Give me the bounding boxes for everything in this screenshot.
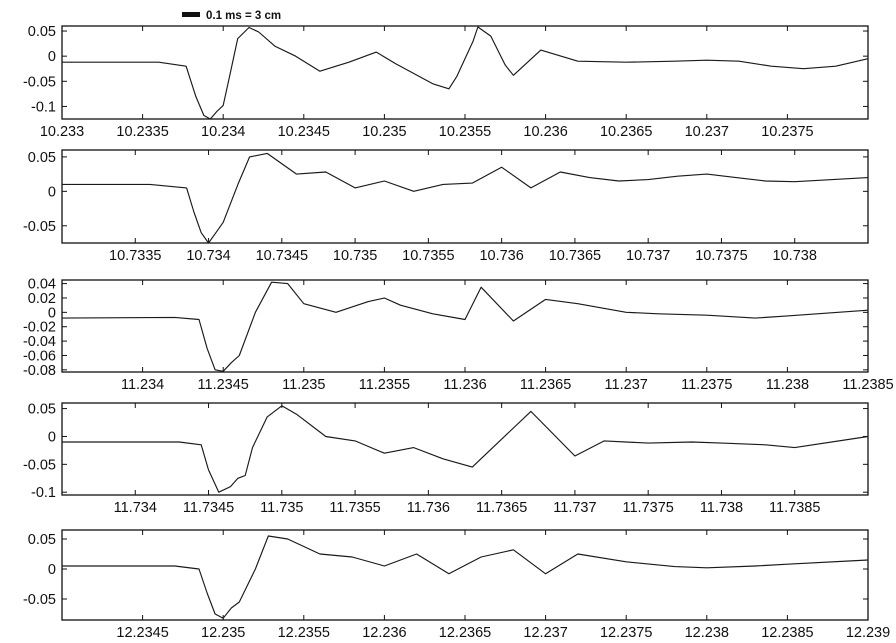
y-tick-label: -0.05 [23,457,56,473]
panel-5: 0.05 0 -0.05 12.2345 12.235 12.2355 12.236 12.2… [23,529,890,641]
y-tick-label: 0.02 [28,291,56,307]
x-tick-label: 10.235 [362,124,406,140]
y-tick-label: 0 [48,305,56,321]
x-tick-label: 11.736 [407,500,450,516]
x-tick-label: 10.735 [333,248,377,264]
x-tick-label: 10.7355 [402,248,454,264]
x-tick-label: 11.234 [121,377,164,393]
x-tick-label: 11.236 [443,377,486,393]
y-tick-label: -0.04 [23,334,56,350]
x-tick-label: 10.234 [201,124,245,140]
plot-frame [61,529,869,621]
x-tick-label: 11.237 [605,377,648,393]
x-tick-label: 12.2385 [761,625,813,641]
scale-bar-label: 0.1 ms = 3 cm [206,10,281,22]
x-tick-label: 11.7375 [623,500,674,516]
panel-2: 0.05 0 -0.05 10.7335 10.734 10.7345 10.735 10.7… [23,149,869,264]
y-tick-label: 0.04 [28,277,56,293]
x-tick-label: 11.737 [553,500,596,516]
x-tick-label: 12.2365 [439,625,491,641]
waveform-trace [62,405,869,493]
y-tick-label: 0 [48,562,56,578]
x-tick-label: 11.2385 [842,377,893,393]
x-tick-label: 10.734 [186,248,230,264]
x-tick-label: 12.2375 [600,625,652,641]
x-tick-label: 11.735 [260,500,303,516]
x-tick-label: 10.736 [479,248,523,264]
x-tick-label: 11.7355 [329,500,380,516]
y-tick-label: -0.1 [31,99,56,115]
y-tick-label: -0.08 [23,363,56,379]
x-tick-label: 10.7365 [549,248,601,264]
x-tick-label: 12.2355 [278,625,330,641]
x-tick-label: 12.238 [685,625,729,641]
x-tick-label: 12.239 [846,625,890,641]
plot-frame [61,149,869,244]
x-tick-label: 10.7375 [695,248,747,264]
y-tick-label: 0 [48,429,56,445]
y-tick-label: 0 [48,49,56,65]
plot-frame [61,402,869,496]
x-tick-label: 10.2375 [761,124,813,140]
y-tick-label: 0.05 [28,150,56,166]
y-tick-label: -0.06 [23,348,56,364]
plot-frame [61,25,869,120]
x-tick-label: 11.738 [700,500,743,516]
scale-bar: 0.1 ms = 3 cm [182,10,281,22]
x-tick-label: 10.7345 [256,248,308,264]
plot-frame [61,279,869,373]
x-tick-label: 11.7385 [769,500,820,516]
panel-4: 0.05 0 -0.05 -0.1 11.734 11.7345 11.735 11.7355… [23,402,869,516]
y-tick-label: 0.05 [28,532,56,548]
y-tick-label: -0.02 [23,320,56,336]
x-tick-label: 10.2365 [600,124,652,140]
x-tick-label: 10.2345 [278,124,330,140]
x-tick-label: 11.7345 [183,500,234,516]
x-tick-label: 11.2365 [520,377,571,393]
y-tick-label: -0.05 [23,219,56,235]
x-tick-label: 10.737 [626,248,670,264]
y-tick-label: 0 [48,184,56,200]
x-tick-label: 11.238 [766,377,809,393]
x-tick-label: 11.7365 [476,500,527,516]
panel-3: 0.040.020-0.02-0.04-0.06-0.08 11.234 11.23… [23,277,894,393]
x-tick-label: 10.233 [40,124,84,140]
x-tick-label: 12.236 [362,625,406,641]
scale-bar-mark [182,12,200,17]
x-tick-label: 12.2345 [116,625,168,641]
panel-1: 0.05 0 -0.05 -0.1 10.233 10.2335 10.234 10.2345… [23,24,869,140]
x-tick-label: 10.2355 [439,124,491,140]
x-tick-label: 10.237 [685,124,729,140]
panels: 0.05 0 -0.05 -0.1 10.233 10.2335 10.234 10.2345… [23,24,894,641]
x-tick-label: 12.235 [201,625,245,641]
y-tick-label: -0.1 [31,485,56,501]
y-tick-label: 0.05 [28,24,56,40]
y-tick-label: -0.05 [23,74,56,90]
y-tick-label: 0.05 [28,402,56,418]
x-tick-label: 11.2345 [198,377,249,393]
waveform-trace [61,281,869,372]
waveform-trace [62,535,869,619]
x-tick-label: 11.2375 [681,377,732,393]
x-tick-label: 11.2355 [359,377,410,393]
x-tick-label: 11.235 [282,377,325,393]
x-tick-label: 10.2335 [116,124,168,140]
x-tick-label: 11.734 [114,500,157,516]
x-tick-label: 12.237 [523,625,567,641]
x-tick-label: 10.738 [773,248,817,264]
x-tick-label: 10.236 [523,124,567,140]
waveform-trace [62,152,869,244]
y-tick-label: -0.05 [23,592,56,608]
x-tick-label: 10.7335 [109,248,161,264]
waveform-trace [62,26,869,120]
